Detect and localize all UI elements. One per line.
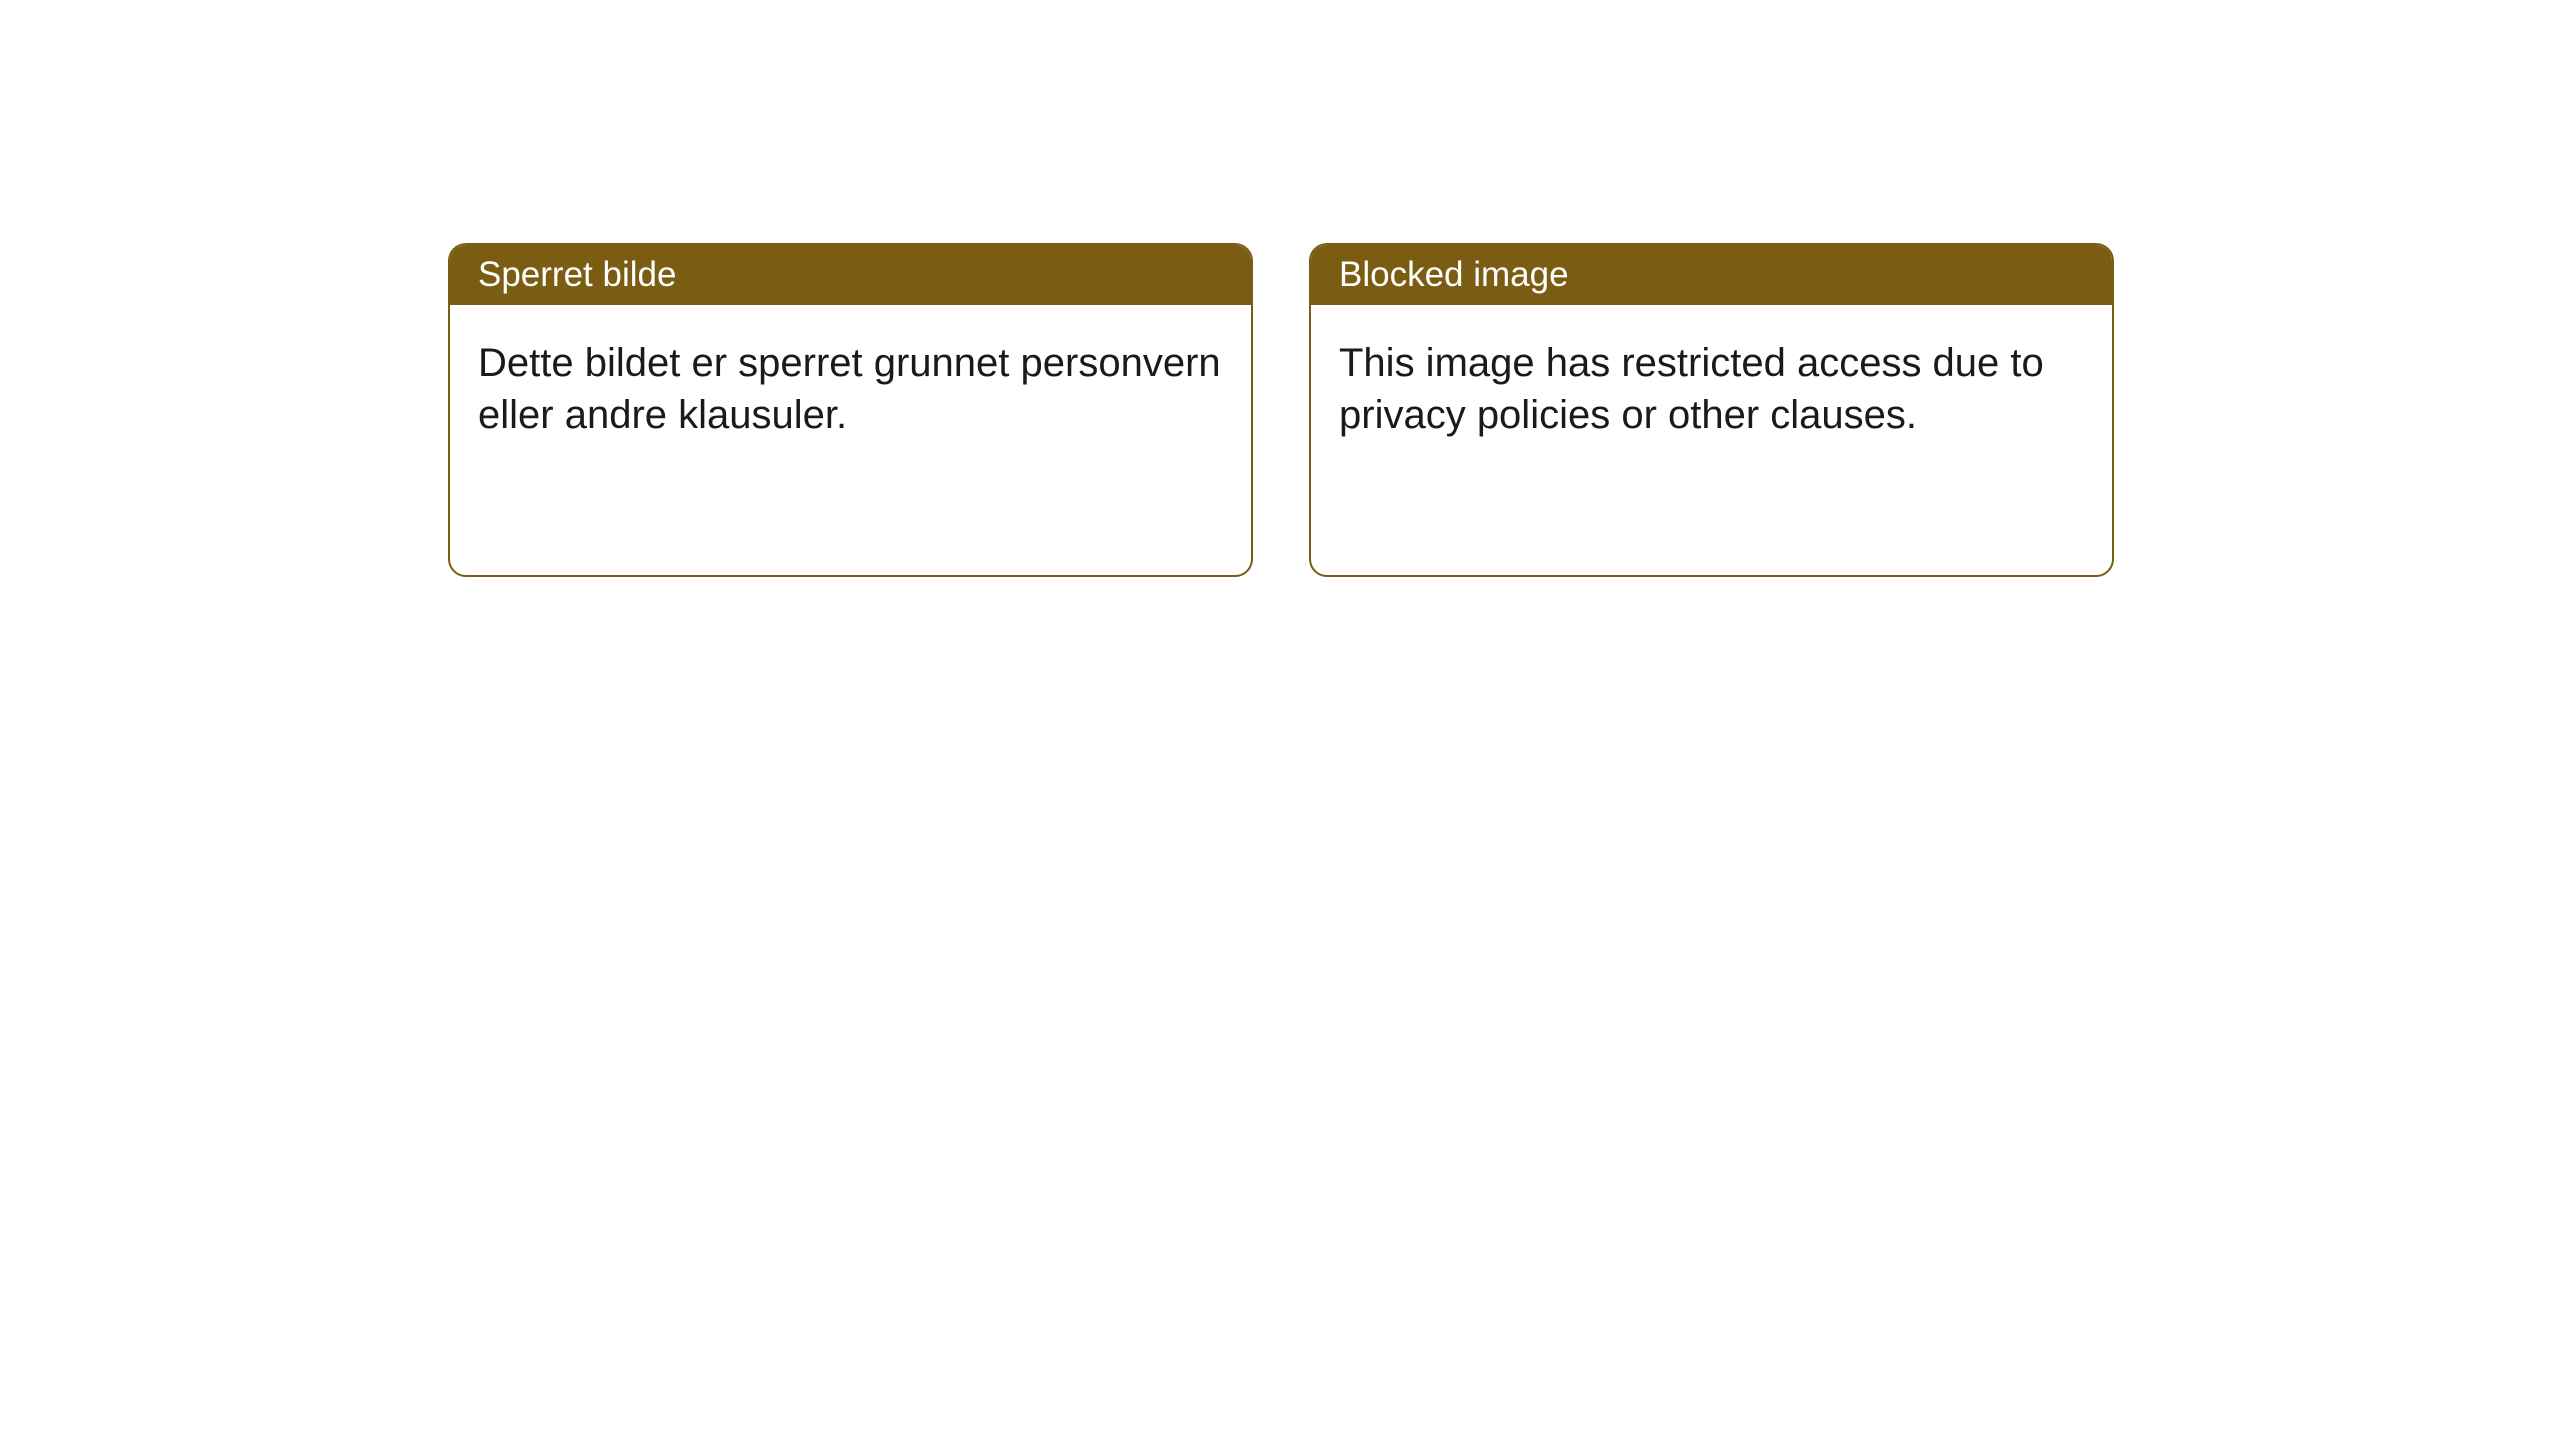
notice-title: Blocked image — [1311, 245, 2112, 305]
notice-container: Sperret bilde Dette bildet er sperret gr… — [0, 0, 2560, 577]
notice-card-norwegian: Sperret bilde Dette bildet er sperret gr… — [448, 243, 1253, 577]
notice-card-english: Blocked image This image has restricted … — [1309, 243, 2114, 577]
notice-title: Sperret bilde — [450, 245, 1251, 305]
notice-body: Dette bildet er sperret grunnet personve… — [450, 305, 1251, 473]
notice-body: This image has restricted access due to … — [1311, 305, 2112, 473]
